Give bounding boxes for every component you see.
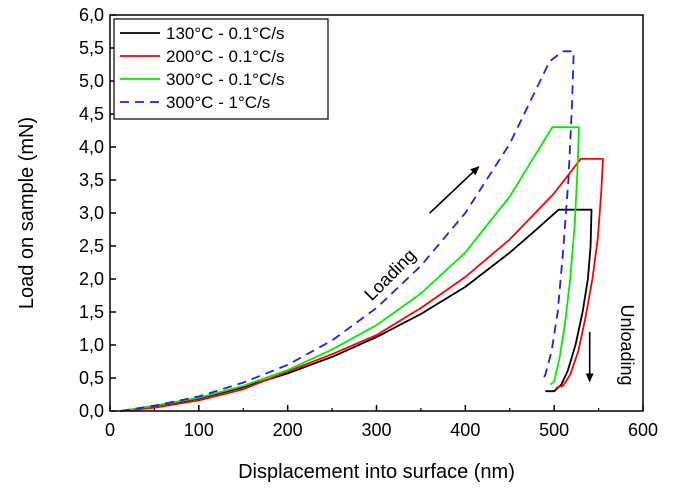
ticks-layer: 0 100 200 300 400 500 600 0,0 0,5 1,0 1,5 2,0 2,5 3,0… xyxy=(79,5,658,440)
y-tick-label: 4,5 xyxy=(79,104,104,124)
x-tick-label: 200 xyxy=(273,420,303,440)
legend-label-2: 200°C - 0.1°C/s xyxy=(166,47,284,66)
annotation-label-1: Loading xyxy=(360,245,419,304)
series-line-2 xyxy=(120,157,604,412)
x-tick-label: 0 xyxy=(105,420,115,440)
series-line-1 xyxy=(120,208,593,412)
y-axis-label: Load on sample (mN) xyxy=(16,117,38,309)
annotation-layer: Loading Unloading xyxy=(360,166,637,386)
legend-label-1: 130°C - 0.1°C/s xyxy=(166,24,284,43)
y-tick-label: 4,0 xyxy=(79,137,104,157)
series-line-3 xyxy=(120,126,580,412)
x-tick-label: 600 xyxy=(628,420,658,440)
annotation-label-2: Unloading xyxy=(617,304,637,385)
y-tick-label: 5,5 xyxy=(79,38,104,58)
legend-box xyxy=(113,18,329,120)
y-tick-label: 1,0 xyxy=(79,335,104,355)
y-tick-label: 5,0 xyxy=(79,71,104,91)
series-line-4 xyxy=(120,50,575,412)
y-tick-label: 0,5 xyxy=(79,368,104,388)
y-tick-label: 3,0 xyxy=(79,203,104,223)
series-layer xyxy=(120,50,604,412)
y-tick-label: 6,0 xyxy=(79,5,104,25)
legend-label-3: 300°C - 0.1°C/s xyxy=(166,70,284,89)
annotation-arrow-1 xyxy=(429,166,480,214)
y-tick-label: 2,0 xyxy=(79,269,104,289)
y-tick-label: 1,5 xyxy=(79,302,104,322)
x-tick-label: 500 xyxy=(539,420,569,440)
x-axis-label: Displacement into surface (nm) xyxy=(238,461,515,483)
x-tick-label: 100 xyxy=(184,420,214,440)
x-tick-label: 400 xyxy=(450,420,480,440)
x-tick-label: 300 xyxy=(361,420,391,440)
legend-label-4: 300°C - 1°C/s xyxy=(166,93,270,112)
y-tick-label: 3,5 xyxy=(79,170,104,190)
y-tick-label: 2,5 xyxy=(79,236,104,256)
legend: 130°C - 0.1°C/s 200°C - 0.1°C/s 300°C - 0.… xyxy=(113,18,329,120)
y-tick-label: 0,0 xyxy=(79,401,104,421)
